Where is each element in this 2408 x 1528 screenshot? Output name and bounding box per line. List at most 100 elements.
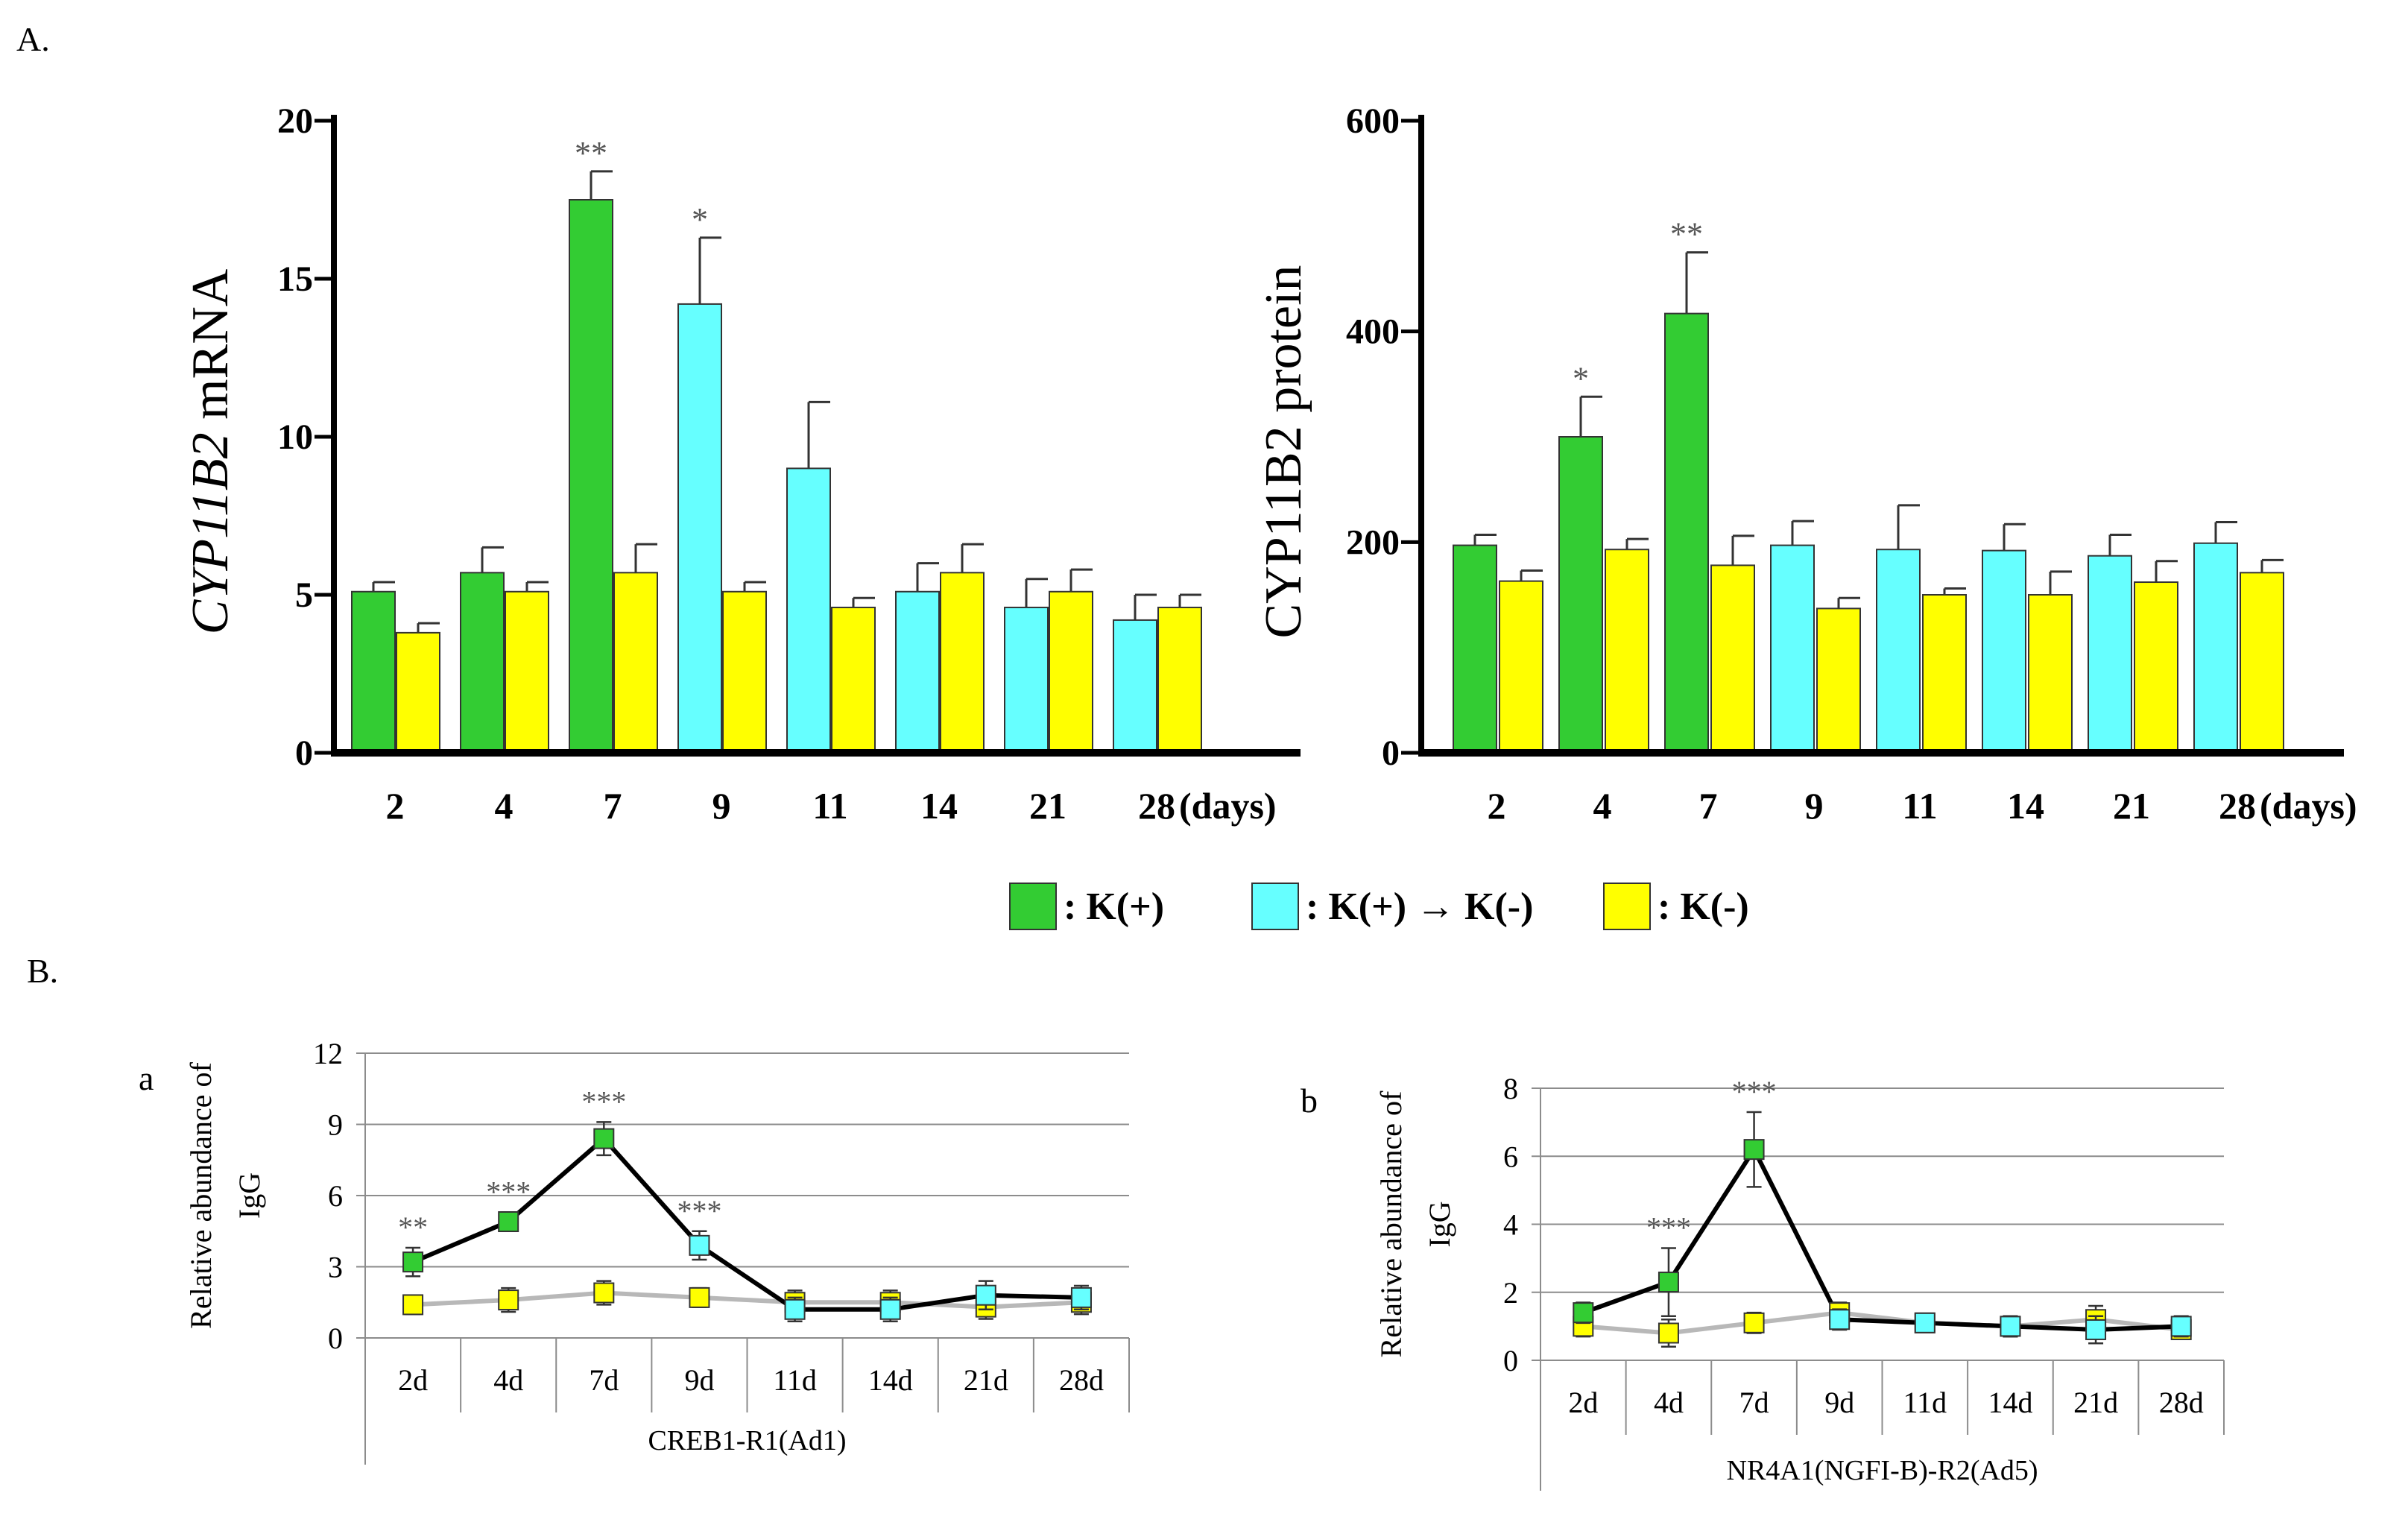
y-tick-label: 600 <box>1346 101 1400 141</box>
x-tick-label: 4d <box>1654 1386 1684 1419</box>
x-tick-label: 28d <box>2159 1386 2204 1419</box>
y-tick-label: 20 <box>277 101 313 141</box>
y-axis-label-italic: CYP11B2 <box>182 432 239 634</box>
bar <box>1157 606 1202 754</box>
data-point-marker <box>2085 1319 2107 1340</box>
bar <box>1710 564 1755 754</box>
bar <box>1113 619 1157 754</box>
x-tick-label: 2 <box>1488 785 1506 827</box>
x-tick-label: 21 <box>2113 785 2150 827</box>
y-tick-label: 9 <box>328 1108 343 1142</box>
y-axis-label-text: CYP11B2 protein <box>1255 265 1312 638</box>
series-line <box>411 1135 1082 1312</box>
x-tick-label: 28 <box>1138 785 1175 827</box>
bar <box>569 199 613 754</box>
x-tick-label: 28d <box>1059 1363 1104 1397</box>
significance-marker: *** <box>486 1175 531 1208</box>
x-tick-label: 4 <box>1593 785 1612 827</box>
bar <box>895 590 940 754</box>
bar <box>505 590 549 754</box>
x-tick-label: 21 <box>1029 785 1066 827</box>
y-tick-label: 6 <box>1503 1140 1518 1173</box>
x-tick-label: 14d <box>868 1363 913 1397</box>
significance-marker: * <box>1573 360 1589 397</box>
x-tick-label: 11 <box>1902 785 1937 827</box>
y-tick-label: 10 <box>277 417 313 457</box>
y-axis-label: Relative abundance of <box>1374 1090 1408 1357</box>
y-tick-label: 0 <box>1382 733 1400 773</box>
x-tick-label: 4d <box>493 1363 523 1397</box>
series-line <box>1582 1145 2181 1332</box>
x-axis-unit-label: (days) <box>1179 785 1277 827</box>
data-point-marker <box>1743 1139 1765 1161</box>
bar <box>1605 549 1649 754</box>
x-tick-label: 11d <box>1903 1386 1947 1419</box>
x-tick-label: 2 <box>386 785 405 827</box>
y-tick-label: 15 <box>277 259 313 299</box>
y-tick-label: 5 <box>295 575 313 615</box>
y-tick-label: 200 <box>1346 523 1400 562</box>
data-point-marker <box>975 1284 996 1306</box>
bar <box>1004 606 1049 754</box>
x-tick-label: 2d <box>398 1363 428 1397</box>
bar <box>351 590 396 754</box>
x-tick-label: 14 <box>2007 785 2044 827</box>
y-tick-label: 400 <box>1346 312 1400 352</box>
data-point-marker <box>1070 1287 1092 1308</box>
y-tick-label: 2 <box>1503 1276 1518 1310</box>
data-point-marker <box>879 1298 901 1320</box>
data-point-marker <box>1914 1312 1935 1333</box>
x-tick-label: 11d <box>773 1363 817 1397</box>
bar <box>2240 572 2284 754</box>
significance-marker: ** <box>575 135 607 171</box>
data-point-marker <box>689 1287 710 1308</box>
bar <box>460 572 505 754</box>
x-tick-label: 2d <box>1568 1386 1598 1419</box>
x-tick-label: 11 <box>812 785 847 827</box>
line-chart-ba: 0 3 6 9 12 2d 4d 7d 9d 11d 14d 21d 28d CREB1-R1(Ad1) R… <box>184 1037 1130 1465</box>
bar <box>1453 544 1497 754</box>
bar <box>1982 549 2026 754</box>
data-point-marker <box>1829 1309 1851 1330</box>
data-point-marker <box>784 1298 806 1320</box>
y-tick-label: 6 <box>328 1179 343 1213</box>
y-axis-label: Relative abundance of <box>184 1062 218 1329</box>
y-tick-label: 0 <box>328 1322 343 1355</box>
x-tick-label: 7 <box>604 785 622 827</box>
significance-marker: *** <box>581 1085 626 1118</box>
y-tick-label: 3 <box>328 1251 343 1284</box>
x-tick-label: 9d <box>684 1363 714 1397</box>
x-tick-label: 9 <box>712 785 731 827</box>
series-line <box>412 1290 1082 1310</box>
bar <box>831 606 876 754</box>
line-chart-bb: 0 2 4 6 8 2d 4d 7d 9d 11d 14d 21d 28d NR4A1(NGFI-B)-R… <box>1374 1072 2225 1491</box>
significance-marker: ** <box>1670 216 1703 253</box>
bar <box>2193 542 2238 754</box>
x-tick-label: 21d <box>2073 1386 2118 1419</box>
y-axis-label-unit: IgG <box>233 1172 266 1219</box>
bar-chart-a2: CYP11B2 protein 0 200 400 600 2 4 7 9 11 14 21 28 (d… <box>1255 101 2357 827</box>
x-axis-label: NR4A1(NGFI-B)-R2(Ad5) <box>1727 1455 2038 1486</box>
y-tick-label: 0 <box>295 733 313 773</box>
y-tick-label: 0 <box>1503 1344 1518 1377</box>
bar <box>1049 590 1093 754</box>
x-tick-label: 7d <box>1739 1386 1769 1419</box>
legend: : K(+): K(+) → K(-): K(-) <box>1009 883 1749 930</box>
x-axis-unit-label: (days) <box>2260 785 2357 827</box>
y-tick-label: 12 <box>313 1037 343 1070</box>
bar <box>940 572 985 754</box>
x-tick-label: 14d <box>1988 1386 2032 1419</box>
legend-label: : K(-) <box>1658 885 1749 928</box>
y-tick-label: 8 <box>1503 1072 1518 1105</box>
x-axis-label: CREB1-R1(Ad1) <box>648 1425 847 1456</box>
bar <box>1499 580 1543 754</box>
data-point-marker <box>498 1289 519 1311</box>
panel-b-label: B. <box>27 952 58 990</box>
bar <box>1558 436 1603 754</box>
bar <box>1922 594 1967 754</box>
x-tick-label: 9 <box>1805 785 1824 827</box>
significance-marker: *** <box>677 1194 721 1228</box>
bar <box>2028 594 2073 754</box>
subpanel-b-label: b <box>1301 1082 1318 1120</box>
data-point-marker <box>1573 1302 1594 1324</box>
